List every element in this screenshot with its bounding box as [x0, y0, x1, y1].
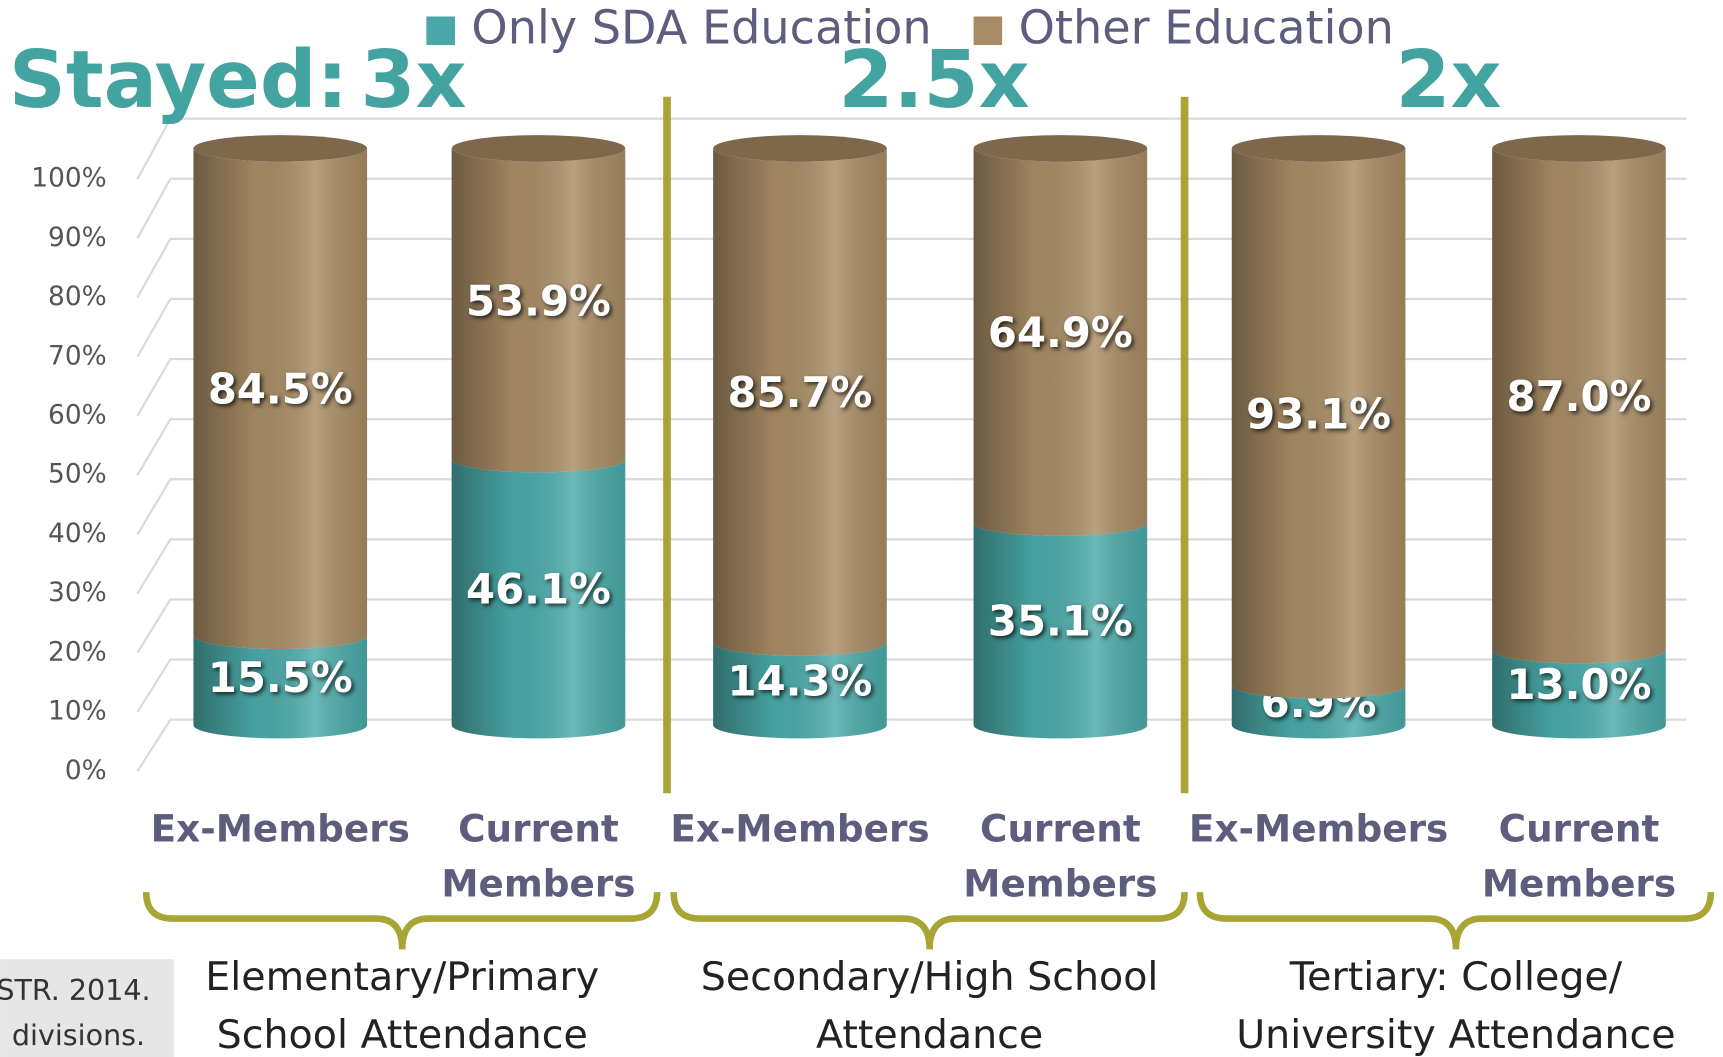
annotation: 3x: [360, 34, 466, 126]
bar-top: [193, 135, 368, 162]
grid-line: [136, 237, 1687, 299]
y-tick-label: 60%: [48, 400, 107, 430]
y-tick-label: 100%: [31, 164, 106, 194]
x-tick-label-box: Current Members: [963, 807, 1158, 907]
y-tick-label: 0%: [65, 756, 107, 786]
bar-shade: [451, 459, 626, 739]
data-label: 46.1%: [466, 565, 611, 614]
data-label: 13.0%: [1507, 660, 1652, 709]
data-label: 15.5%: [208, 653, 353, 702]
bar-top: [1492, 135, 1666, 162]
legend-label: Only SDA Education: [471, 0, 931, 54]
y-tick-label: 30%: [48, 578, 107, 608]
legend-swatch: [426, 16, 455, 46]
bar-shade: [193, 635, 368, 739]
annotation: Stayed:: [9, 34, 348, 126]
data-label: 84.5%: [208, 365, 353, 414]
source: STR. 2014.: [0, 973, 151, 1007]
data-label: 35.1%: [988, 596, 1133, 645]
brace: [1196, 892, 1715, 950]
y-tick-label: 10%: [48, 697, 107, 727]
grid-line: [136, 297, 1687, 358]
bar-shade: [713, 642, 887, 739]
bar-top: [451, 135, 626, 162]
group-label: Secondary/High School Attendance: [700, 954, 1159, 1057]
grid-line: [136, 357, 1687, 417]
grid-line: [136, 418, 1687, 476]
data-label: 14.3%: [728, 656, 873, 705]
bar-shade: [451, 148, 626, 473]
x-tick-label: Current Members: [1481, 807, 1677, 907]
group-label: Tertiary: College/ University Attendance: [1236, 954, 1676, 1057]
brace: [670, 892, 1188, 950]
bar-shade: [1492, 650, 1666, 739]
legend-label: Other Education: [1019, 0, 1394, 54]
grid-line: [136, 117, 1687, 180]
y-tick-label: 80%: [48, 282, 107, 312]
grid-line: [136, 658, 1687, 713]
y-tick-label: 70%: [48, 341, 107, 371]
group-label: Elementary/Primary School Attendance: [205, 954, 600, 1057]
x-tick-label-box: Ex-Members: [150, 807, 410, 852]
bar-shade: [1231, 685, 1406, 739]
grid-line: [136, 177, 1687, 239]
group-label-box: Tertiary: College/ University Attendance: [1236, 954, 1676, 1057]
source-box: [0, 959, 174, 1057]
bar-shade: [713, 148, 887, 656]
grid-line: [136, 718, 1687, 772]
bar-shade: [1492, 148, 1666, 664]
x-tick-label: Current Members: [963, 807, 1158, 907]
annotation: 2x: [1395, 34, 1501, 126]
y-tick-label: 20%: [48, 637, 107, 667]
annotation: 2.5x: [838, 34, 1029, 126]
y-tick-label: 40%: [48, 519, 107, 549]
y-tick-label: 90%: [48, 223, 107, 253]
group-label-box: Secondary/High School Attendance: [700, 954, 1159, 1057]
legend-swatch: [973, 16, 1003, 46]
group-label-box: Elementary/Primary School Attendance: [205, 954, 600, 1057]
x-tick-label-box: Ex-Members: [1188, 807, 1449, 852]
x-tick-label-box: Ex-Members: [670, 807, 930, 852]
grid-line: [136, 598, 1687, 654]
bar-shade: [193, 148, 368, 649]
data-label: 64.9%: [988, 308, 1133, 357]
data-label: 87.0%: [1507, 372, 1652, 421]
x-tick-label-box: Current Members: [1481, 807, 1677, 907]
x-tick-label: Ex-Members: [1188, 807, 1449, 852]
x-tick-label: Ex-Members: [150, 807, 410, 852]
bar-top: [1231, 135, 1406, 162]
data-label: 93.1%: [1246, 389, 1391, 438]
bar-shade: [1231, 148, 1406, 699]
bar-shade: [973, 148, 1148, 536]
grid-line: [136, 478, 1687, 535]
y-tick-label: 50%: [48, 460, 107, 490]
x-tick-label: Ex-Members: [670, 807, 930, 852]
data-label: 85.7%: [728, 368, 873, 417]
bar-top: [973, 135, 1148, 162]
brace: [142, 892, 661, 950]
bar-top: [713, 135, 887, 162]
source: divisions.: [12, 1018, 145, 1052]
bar-shade: [973, 522, 1148, 739]
grid-line: [136, 538, 1687, 595]
x-tick-label: Current Members: [441, 807, 636, 907]
x-tick-label-box: Current Members: [441, 807, 636, 907]
data-label: 53.9%: [466, 276, 611, 325]
